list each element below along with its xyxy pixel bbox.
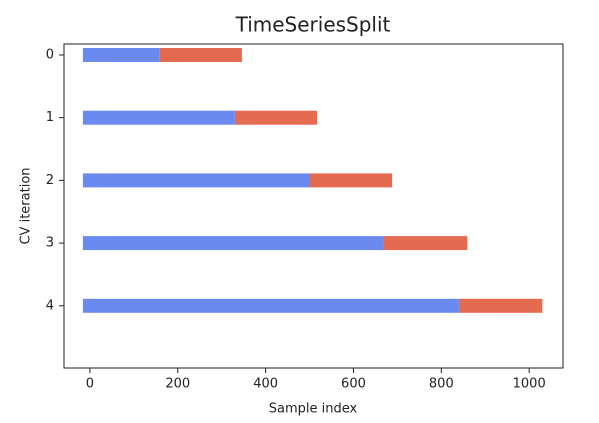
y-tick-label: 4 xyxy=(46,298,54,313)
x-tick-label: 400 xyxy=(253,377,278,392)
y-tick-label: 2 xyxy=(46,173,54,188)
x-tick-label: 800 xyxy=(429,377,454,392)
y-tick-label: 0 xyxy=(46,48,54,63)
bar-segment xyxy=(82,236,383,251)
x-tick-label: 0 xyxy=(86,377,94,392)
bar-segment xyxy=(82,48,160,62)
y-tick-label: 3 xyxy=(46,236,54,251)
x-tick-label: 1000 xyxy=(513,377,546,392)
x-axis-label: Sample index xyxy=(269,402,358,417)
bar-segment xyxy=(234,110,318,125)
bar-segment xyxy=(159,48,242,62)
x-tick-label: 600 xyxy=(341,377,366,392)
bar-segment xyxy=(82,173,310,188)
bar-segment xyxy=(458,298,543,313)
plot-frame xyxy=(63,43,564,369)
chart-title: TimeSeriesSplit xyxy=(235,13,391,37)
bar-segment xyxy=(82,298,459,313)
y-axis-label: CV iteration xyxy=(19,167,34,244)
bar-segment xyxy=(382,236,468,251)
bar-segment xyxy=(82,110,235,125)
bar-segment xyxy=(309,173,393,188)
y-tick-label: 1 xyxy=(46,110,54,125)
x-tick-label: 200 xyxy=(165,377,190,392)
